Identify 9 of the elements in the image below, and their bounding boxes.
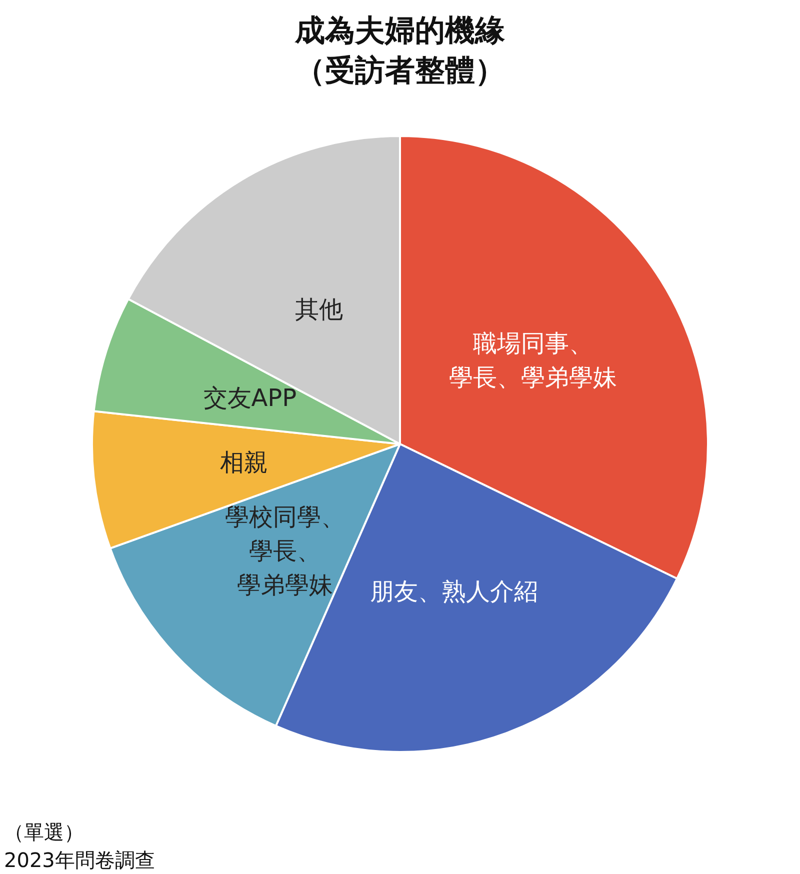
slice-label: 其他	[295, 295, 344, 324]
chart-title: 成為夫婦的機緣（受訪者整體）	[294, 14, 506, 88]
slice-label: 朋友、熟人介紹	[370, 577, 538, 606]
text: 2023年問卷調查	[4, 848, 155, 872]
slice-label: 學校同學、學長、學弟學妹	[225, 503, 346, 600]
slice-label: 交友APP	[203, 384, 297, 412]
text: （單選）	[4, 820, 84, 844]
slice-label: 相親	[220, 448, 268, 477]
slice-label: 職場同事、學長、學弟學妹	[449, 330, 618, 392]
